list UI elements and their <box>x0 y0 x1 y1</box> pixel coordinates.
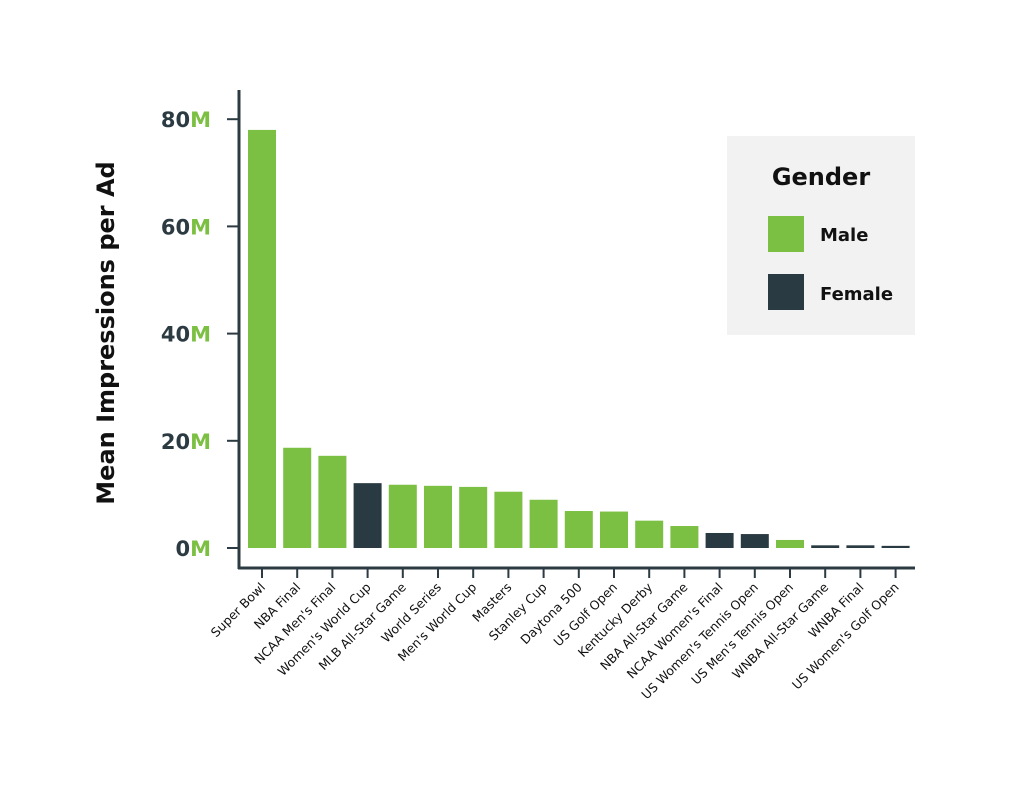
bar <box>705 532 734 548</box>
bar <box>881 545 910 548</box>
legend-title: Gender <box>772 163 871 191</box>
bar <box>776 539 804 548</box>
legend-label-female: Female <box>820 284 893 305</box>
bars <box>248 129 910 549</box>
y-axis-label: Mean Impressions per Ad <box>92 161 120 504</box>
y-tick-unit: M <box>190 108 211 132</box>
bar <box>811 545 840 548</box>
bar <box>635 520 664 548</box>
legend-background <box>727 136 915 335</box>
y-tick-unit: M <box>190 430 211 454</box>
y-tick-number: 0 <box>175 537 190 561</box>
legend-swatch-female <box>768 274 804 310</box>
legend: Gender Male Female <box>727 136 915 335</box>
bar <box>283 447 312 548</box>
bar <box>388 484 417 548</box>
y-tick-unit: M <box>190 537 211 561</box>
bar <box>670 526 699 548</box>
y-tick-label: 40M <box>161 323 211 347</box>
y-tick-number: 40 <box>161 323 190 347</box>
y-tick-number: 80 <box>161 108 190 132</box>
bar <box>318 455 347 548</box>
bar <box>529 499 558 548</box>
y-tick-label: 20M <box>161 430 211 454</box>
bar <box>353 483 382 548</box>
bar <box>459 486 488 548</box>
legend-swatch-male <box>768 216 804 252</box>
bar <box>740 534 769 548</box>
bar <box>564 511 593 548</box>
y-tick-unit: M <box>190 215 211 239</box>
y-tick-number: 60 <box>161 215 190 239</box>
y-tick-unit: M <box>190 323 211 347</box>
legend-label-male: Male <box>820 225 868 246</box>
bar <box>248 129 276 549</box>
x-ticks <box>261 568 897 578</box>
bar <box>424 485 452 548</box>
bar <box>846 545 875 548</box>
y-tick-label: 60M <box>161 215 211 239</box>
bar <box>600 511 628 548</box>
y-tick-label: 80M <box>161 108 211 132</box>
bar <box>494 491 523 548</box>
y-tick-number: 20 <box>161 430 190 454</box>
y-tick-label: 0M <box>175 537 211 561</box>
